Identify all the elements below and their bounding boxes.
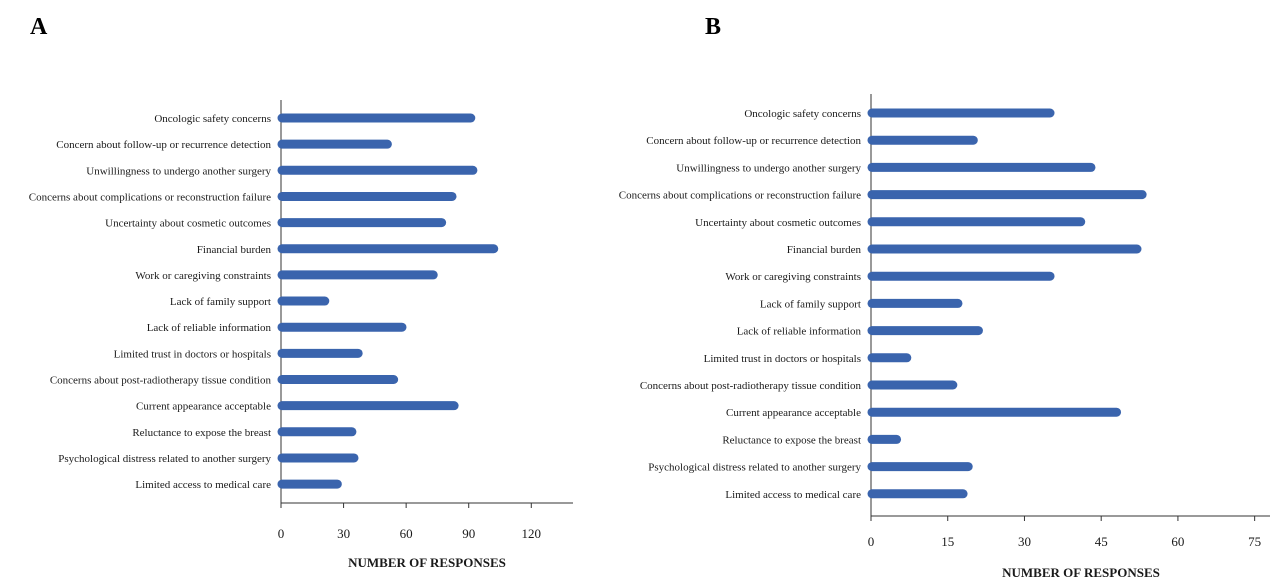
category-label: Current appearance acceptable [726, 407, 861, 419]
category-label: Financial burden [197, 244, 272, 256]
x-tick-label: 90 [462, 526, 475, 541]
category-label: Limited access to medical care [135, 479, 271, 491]
category-label: Oncologic safety concerns [744, 108, 861, 120]
category-label: Concerns about complications or reconstr… [29, 191, 271, 203]
category-label: Concern about follow-up or recurrence de… [56, 139, 271, 151]
category-label: Uncertainty about cosmetic outcomes [105, 218, 271, 230]
category-label: Lack of reliable information [147, 322, 272, 334]
chart-panel-b: B 0 15 30 45 60 75 Oncologic safety concerns Con… [619, 14, 1270, 578]
category-label: Unwillingness to undergo another surgery [676, 162, 861, 174]
x-tick-label: 120 [522, 526, 542, 541]
x-tick-label: 60 [400, 526, 413, 541]
chart-panel-a: A 0 30 60 90 120 Oncologic safety concerns Conc… [29, 14, 573, 570]
x-tick-label: 75 [1248, 534, 1261, 549]
x-tick-label: 45 [1095, 534, 1108, 549]
category-label: Lack of family support [760, 298, 861, 310]
category-label: Psychological distress related to anothe… [648, 462, 861, 474]
category-label: Lack of reliable information [737, 326, 862, 338]
category-label: Concerns about post-radiotherapy tissue … [50, 375, 272, 387]
x-axis-title: NUMBER OF RESPONSES [1002, 565, 1160, 578]
category-label: Financial burden [787, 244, 862, 256]
category-label: Work or caregiving constraints [135, 270, 271, 282]
panel-label: B [705, 14, 721, 40]
category-label: Oncologic safety concerns [154, 113, 271, 125]
category-label: Limited access to medical care [725, 489, 861, 501]
category-label: Unwillingness to undergo another surgery [86, 165, 271, 177]
x-tick-label: 30 [337, 526, 350, 541]
x-tick-label: 0 [868, 534, 875, 549]
panel-label: A [30, 14, 48, 40]
category-label: Work or caregiving constraints [725, 271, 861, 283]
category-label: Lack of family support [170, 296, 271, 308]
x-tick-label: 60 [1171, 534, 1184, 549]
category-label: Concern about follow-up or recurrence de… [646, 135, 861, 147]
category-label: Uncertainty about cosmetic outcomes [695, 217, 861, 229]
category-label: Limited trust in doctors or hospitals [704, 353, 861, 365]
category-label: Reluctance to expose the breast [132, 427, 271, 439]
x-axis-title: NUMBER OF RESPONSES [348, 555, 506, 570]
category-label: Reluctance to expose the breast [722, 434, 861, 446]
x-tick-label: 30 [1018, 534, 1031, 549]
category-label: Limited trust in doctors or hospitals [114, 348, 271, 360]
x-tick-label: 15 [941, 534, 954, 549]
category-label: Psychological distress related to anothe… [58, 453, 271, 465]
category-label: Concerns about post-radiotherapy tissue … [640, 380, 862, 392]
category-label: Current appearance acceptable [136, 401, 271, 413]
x-tick-label: 0 [278, 526, 285, 541]
category-label: Concerns about complications or reconstr… [619, 190, 861, 202]
